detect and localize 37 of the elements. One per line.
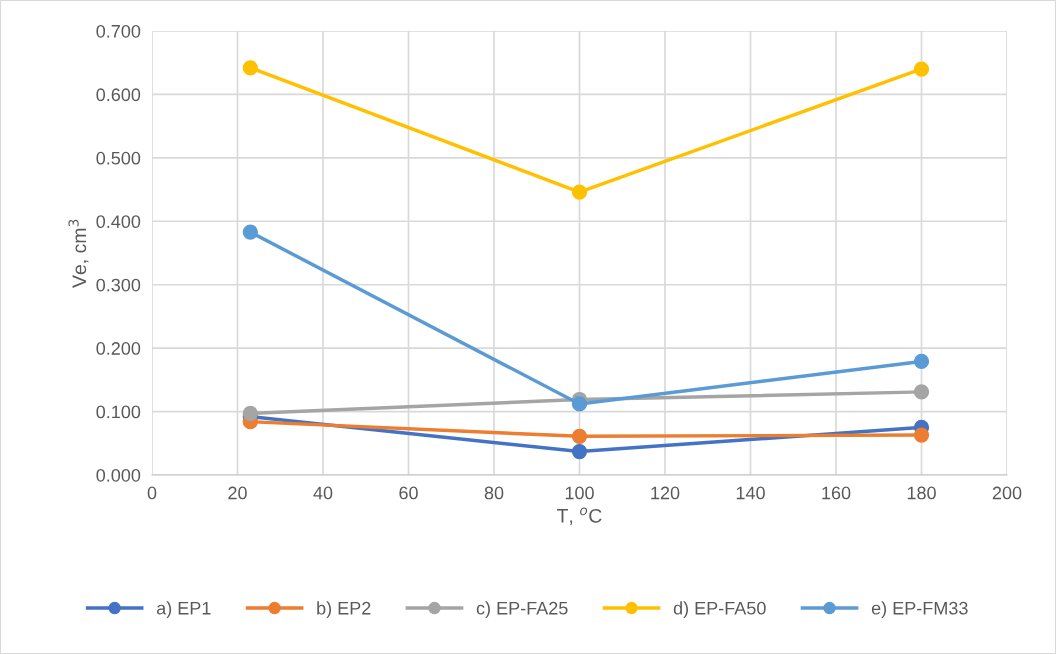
x-tick-label: 40 — [313, 486, 333, 500]
point — [571, 396, 588, 412]
y-tick-label: 0.400 — [96, 215, 141, 229]
y-tick-label: 0.500 — [96, 151, 141, 165]
point — [913, 427, 930, 443]
point — [242, 224, 258, 240]
point — [571, 443, 588, 460]
point — [571, 428, 588, 444]
x-tick-label: 100 — [565, 486, 594, 500]
y-tick-label: 0.300 — [96, 278, 141, 292]
point — [242, 405, 258, 422]
y-tick-label: 0.600 — [96, 88, 141, 102]
legend-label: b) EP2 — [317, 601, 371, 619]
y-tick-label: 0.100 — [96, 405, 141, 419]
x-tick-label: 20 — [228, 486, 247, 500]
x-tick-label: 80 — [484, 486, 504, 500]
legend-label: c) EP-FA25 — [476, 601, 568, 619]
point — [571, 184, 588, 200]
y-axis-title: Ve, cm$^{3}$ — [68, 219, 89, 288]
x-tick-label: 200 — [992, 486, 1022, 500]
x-tick-label: 160 — [822, 486, 851, 500]
point — [913, 353, 930, 370]
x-tick-label: 140 — [736, 486, 765, 500]
x-tick-label: 120 — [651, 486, 680, 500]
x-tick-label: 60 — [399, 486, 418, 500]
point — [913, 384, 930, 400]
y-tick-label: 0.700 — [96, 24, 141, 38]
point — [242, 60, 258, 76]
x-axis-title: T, $^{o}$C — [556, 507, 602, 525]
legend-label: a) EP1 — [156, 601, 211, 619]
x-tick-label: 180 — [907, 486, 936, 500]
y-tick-label: 0.000 — [96, 468, 141, 482]
legend-label: e) EP-FM33 — [871, 601, 968, 619]
legend-label: d) EP-FA50 — [673, 601, 766, 619]
y-tick-label: 0.200 — [96, 342, 141, 355]
x-tick-label: 0 — [147, 486, 157, 500]
point — [913, 61, 930, 77]
